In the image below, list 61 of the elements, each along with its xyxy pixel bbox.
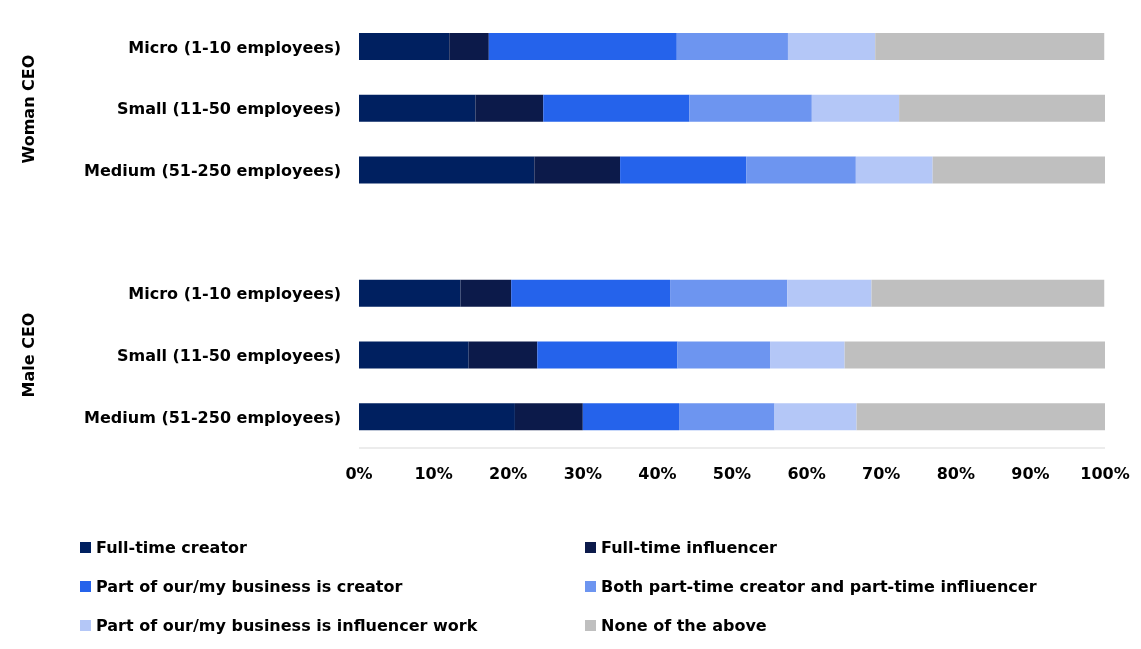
x-tick-label: 90% [1011, 464, 1050, 484]
bar [514, 403, 583, 431]
legend-label: None of the above [601, 616, 767, 635]
bar [932, 156, 1105, 184]
y-tick-label: Micro (1-10 employees) [128, 284, 341, 304]
x-tick-label: 50% [712, 464, 752, 484]
legend-label: Part of our/my business is influencer work [96, 616, 478, 635]
bar [468, 341, 538, 369]
x-tick-label: 70% [862, 464, 901, 484]
y-tick-label: Small (11-50 employees) [116, 346, 341, 366]
x-tick-label: 60% [787, 464, 826, 484]
bar [844, 341, 1105, 369]
bar [359, 94, 476, 122]
bar [746, 156, 856, 184]
text: Woman CEO [18, 54, 38, 163]
bar [787, 279, 872, 307]
x-tick-label: 0% [345, 464, 373, 484]
bar [875, 33, 1105, 60]
bar [359, 403, 515, 431]
legend-label: Part of our/my business is creator [96, 577, 403, 596]
bar [899, 94, 1105, 122]
text: Male CEO [18, 312, 38, 398]
x-tick-label: 80% [936, 464, 975, 484]
legend-label: Full-time influencer [601, 538, 777, 557]
bar [511, 279, 671, 307]
bar [679, 403, 775, 431]
bar [676, 33, 788, 60]
x-tick-label: 30% [563, 464, 602, 484]
y-tick-label: Medium (51-250 employees) [84, 160, 341, 180]
x-tick-label: 10% [414, 464, 453, 484]
bar [449, 33, 489, 60]
y-tick-label: Medium (51-250 employees) [84, 407, 341, 427]
bar [359, 279, 461, 307]
bar [774, 403, 857, 431]
x-tick-label: 100% [1080, 464, 1130, 484]
bar [811, 94, 900, 122]
x-tick-label: 40% [638, 464, 677, 484]
x-tick-label: 20% [489, 464, 528, 484]
bar [689, 94, 812, 122]
bar [359, 341, 469, 369]
bar [677, 341, 771, 369]
bar [856, 403, 1105, 431]
bar [670, 279, 788, 307]
bar [582, 403, 680, 431]
legend-label: Both part-time creator and part-time infliuencer [601, 577, 1037, 596]
bar [620, 156, 747, 184]
legend-label: Full-time creator [96, 538, 247, 557]
bar [543, 94, 690, 122]
bar [787, 33, 876, 60]
bar [359, 156, 535, 184]
bar [359, 33, 450, 60]
bar [770, 341, 845, 369]
bar [460, 279, 512, 307]
y-tick-label: Micro (1-10 employees) [128, 37, 341, 57]
bar [855, 156, 933, 184]
bar [871, 279, 1105, 307]
bar [534, 156, 621, 184]
bar [537, 341, 678, 369]
bar [475, 94, 544, 122]
bar [488, 33, 677, 60]
y-tick-label: Small (11-50 employees) [116, 99, 341, 119]
